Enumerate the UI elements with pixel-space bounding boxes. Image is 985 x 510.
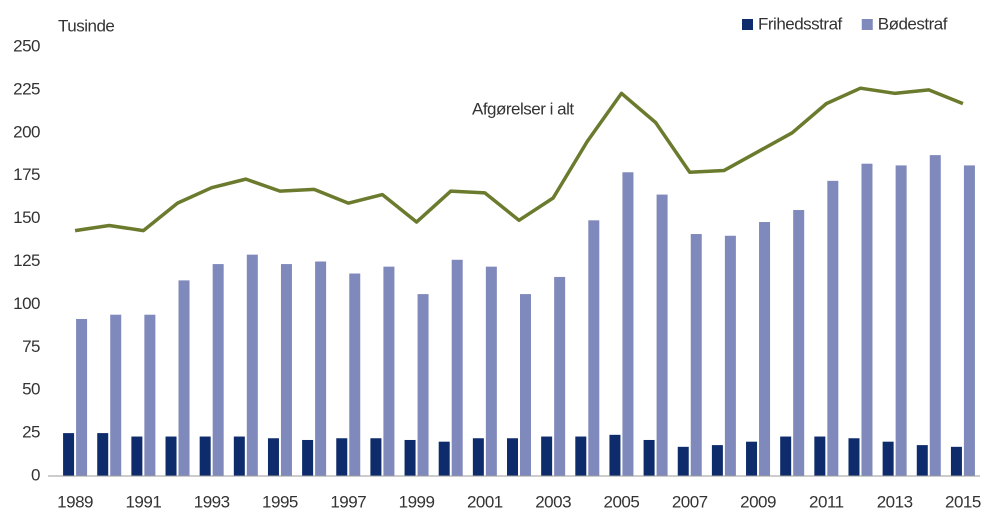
bar	[404, 439, 416, 476]
bar	[451, 259, 463, 476]
bar	[520, 294, 531, 476]
bar	[554, 276, 566, 476]
bar	[178, 280, 190, 476]
bar	[724, 235, 736, 476]
y-tick-label: 150	[13, 208, 40, 227]
bar	[199, 436, 211, 476]
bar	[814, 436, 826, 476]
y-tick-label: 250	[13, 36, 40, 55]
x-tick-label: 1989	[57, 492, 93, 510]
bar	[131, 436, 143, 476]
x-tick-label: 2001	[467, 492, 503, 510]
x-tick-label: 2013	[877, 492, 913, 510]
x-tick-label: 1999	[399, 492, 435, 510]
bar	[609, 434, 621, 476]
bar	[507, 438, 518, 476]
y-tick-label: 0	[31, 465, 40, 484]
bar	[63, 433, 75, 476]
bar	[472, 438, 484, 476]
bar	[349, 273, 361, 476]
line-label: Afgørelser i alt	[472, 99, 574, 118]
bar	[916, 445, 928, 476]
bar	[746, 441, 758, 476]
bar	[233, 436, 245, 476]
bar	[643, 439, 655, 476]
legend-label: Frihedsstraf	[758, 14, 843, 33]
line	[74, 86, 964, 233]
bar	[383, 266, 395, 476]
bar	[110, 314, 122, 476]
x-tick-label: 2015	[945, 492, 981, 510]
bar	[793, 210, 805, 476]
bar	[246, 254, 258, 476]
y-tick-label: 200	[13, 122, 40, 141]
x-tick-label: 1997	[330, 492, 366, 510]
y-tick-label: 100	[13, 294, 40, 313]
bar	[759, 222, 771, 476]
y-tick-label: 75	[22, 337, 40, 356]
bar	[711, 445, 723, 476]
bar	[97, 433, 109, 476]
x-tick-label: 2007	[672, 492, 708, 510]
bar	[588, 220, 600, 476]
bar	[690, 234, 702, 476]
bar	[212, 264, 224, 476]
bar	[677, 446, 689, 476]
bar	[575, 436, 587, 476]
legend-swatch	[742, 19, 753, 30]
bar	[267, 438, 279, 476]
y-tick-label: 175	[13, 165, 40, 184]
bar	[861, 163, 873, 477]
bar	[315, 261, 327, 476]
bar	[780, 436, 792, 476]
bar	[370, 438, 382, 476]
x-tick-label: 1993	[194, 492, 230, 510]
bar	[895, 165, 907, 477]
bar	[622, 172, 634, 476]
bar	[76, 318, 88, 476]
x-tick-label: 2009	[740, 492, 776, 510]
bar	[848, 438, 860, 476]
bar	[165, 436, 177, 476]
bar	[656, 194, 668, 477]
y-tick-label: 25	[22, 423, 40, 442]
bar	[438, 441, 450, 476]
bar	[336, 438, 348, 476]
bar	[541, 436, 553, 476]
bar	[280, 264, 292, 476]
legend-label: Bødestraf	[878, 14, 948, 33]
bar	[144, 314, 156, 476]
chart-title: Tusinde	[58, 16, 114, 35]
bar	[302, 439, 314, 476]
x-tick-label: 2003	[535, 492, 571, 510]
x-tick-label: 1995	[262, 492, 298, 510]
y-tick-label: 50	[22, 380, 40, 399]
bar	[417, 294, 429, 476]
x-tick-label: 2011	[809, 492, 844, 510]
x-tick-label: 1991	[125, 492, 161, 510]
y-tick-label: 125	[13, 251, 40, 270]
y-tick-label: 225	[13, 79, 40, 98]
bar	[929, 155, 941, 476]
bar	[963, 165, 975, 477]
legend-swatch	[861, 19, 873, 30]
bar	[882, 441, 894, 476]
bar	[827, 180, 839, 476]
bar	[950, 446, 962, 476]
x-tick-label: 2005	[604, 492, 640, 510]
bar	[485, 266, 497, 476]
